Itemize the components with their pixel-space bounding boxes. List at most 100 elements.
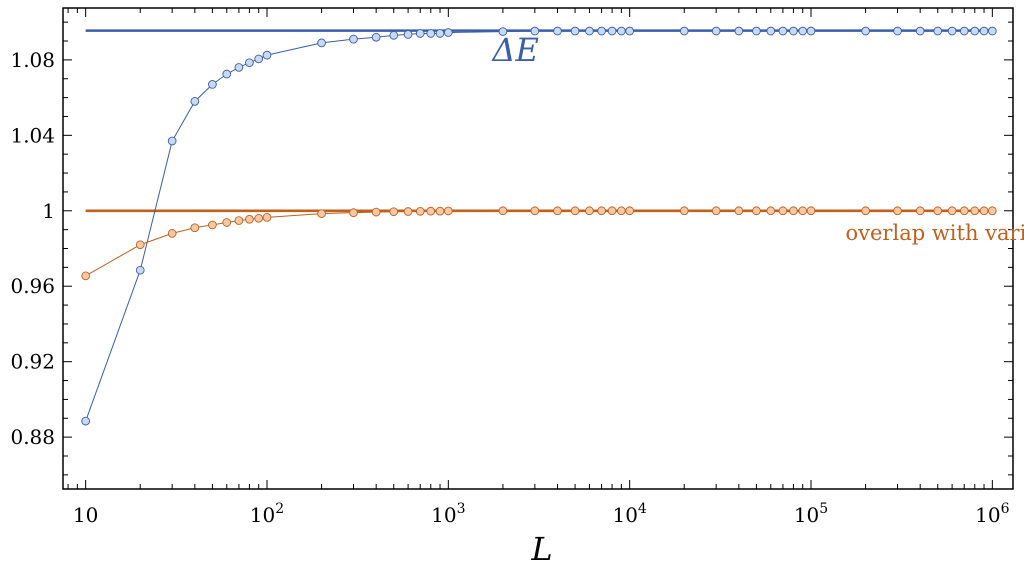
series-0-point bbox=[752, 26, 761, 36]
series-1-point bbox=[190, 223, 200, 233]
series-1-point bbox=[734, 206, 744, 216]
series-1-point bbox=[617, 206, 626, 216]
series-1-point bbox=[208, 220, 217, 230]
series-1-point bbox=[607, 206, 617, 216]
series-layer bbox=[81, 26, 997, 426]
series-0-point bbox=[371, 32, 381, 42]
series-0-point bbox=[585, 26, 594, 36]
series-1-point bbox=[262, 213, 272, 222]
series-0-point bbox=[679, 26, 689, 36]
x-tick-exponent: 3 bbox=[457, 501, 466, 517]
series-1-point bbox=[970, 206, 980, 216]
x-tick-base: 10 bbox=[975, 503, 1000, 527]
series-line-1 bbox=[85, 210, 993, 277]
series-0-point bbox=[208, 80, 217, 89]
x-tick-base: 10 bbox=[612, 503, 637, 527]
x-tick-label: 10 bbox=[73, 503, 98, 527]
series-0-point bbox=[349, 34, 358, 44]
series-0-point bbox=[254, 54, 264, 64]
series-0-point bbox=[597, 26, 606, 36]
plot-frame bbox=[62, 7, 1014, 490]
series-0-point bbox=[570, 26, 580, 36]
series-0-point bbox=[317, 38, 326, 48]
series-0-point bbox=[625, 26, 635, 36]
series-0-point bbox=[766, 26, 776, 36]
series-0-point bbox=[81, 416, 91, 426]
series-0-point bbox=[443, 28, 453, 37]
series-0-point bbox=[617, 26, 626, 36]
series-0-point bbox=[135, 265, 145, 275]
series-1-point bbox=[234, 216, 244, 225]
series-1-point bbox=[222, 218, 232, 227]
series-1-point bbox=[679, 206, 689, 216]
x-tick-base: 10 bbox=[73, 503, 98, 527]
series-1-point bbox=[766, 206, 776, 216]
series-1-point bbox=[979, 206, 989, 216]
annotation-delta-e: ΔE bbox=[490, 31, 538, 69]
series-1-point bbox=[371, 207, 381, 217]
series-1-point bbox=[789, 206, 798, 216]
series-1-point bbox=[933, 206, 943, 216]
series-1-point bbox=[625, 206, 635, 216]
series-1-point bbox=[435, 206, 445, 216]
series-1-point bbox=[585, 206, 594, 216]
series-1-point bbox=[498, 206, 508, 216]
series-0-point bbox=[234, 63, 244, 72]
series-1-point bbox=[403, 207, 413, 216]
series-0-point bbox=[789, 26, 798, 36]
series-0-point bbox=[607, 26, 617, 36]
series-1-point bbox=[530, 206, 540, 216]
series-1-point bbox=[861, 206, 870, 216]
series-1-point bbox=[987, 206, 997, 216]
series-1-point bbox=[317, 209, 326, 218]
x-axis-title: L bbox=[530, 530, 552, 567]
series-1-point bbox=[947, 206, 957, 216]
series-0-point bbox=[711, 26, 721, 36]
series-0-point bbox=[979, 26, 989, 36]
axis-ticks bbox=[63, 8, 1013, 489]
series-0-point bbox=[426, 29, 436, 38]
series-1-point bbox=[443, 206, 453, 216]
series-0-point bbox=[167, 136, 177, 146]
x-tick-base: 10 bbox=[431, 503, 456, 527]
series-1-point bbox=[426, 206, 436, 216]
series-1-point bbox=[81, 271, 91, 281]
series-0-point bbox=[798, 26, 808, 36]
series-0-point bbox=[553, 26, 562, 36]
series-1-point bbox=[570, 206, 580, 216]
x-tick-exponent: 2 bbox=[275, 501, 284, 517]
y-tick-label: 1 bbox=[42, 199, 55, 223]
x-tick-label: 105 bbox=[794, 501, 828, 527]
series-1-point bbox=[778, 206, 788, 216]
x-tick-label: 104 bbox=[612, 501, 646, 527]
series-1-point bbox=[915, 206, 925, 216]
series-1-point bbox=[349, 208, 358, 218]
x-tick-label: 103 bbox=[431, 501, 465, 527]
series-1-point bbox=[959, 206, 969, 216]
y-tick-label: 0.92 bbox=[10, 350, 55, 374]
series-1-point bbox=[415, 206, 425, 216]
series-1-point bbox=[135, 240, 145, 250]
x-tick-base: 10 bbox=[250, 503, 275, 527]
annotation-overlap: overlap with variational Gaussian ansatz bbox=[846, 221, 1024, 245]
series-1-point bbox=[893, 206, 902, 216]
y-tick-label: 0.88 bbox=[10, 425, 55, 449]
series-0-point bbox=[734, 26, 744, 36]
series-0-point bbox=[915, 26, 925, 36]
series-0-point bbox=[222, 69, 232, 79]
series-1-point bbox=[553, 206, 562, 216]
series-0-point bbox=[415, 29, 425, 38]
reference-lines bbox=[85, 29, 993, 213]
series-0-point bbox=[498, 27, 508, 36]
series-1-point bbox=[752, 206, 761, 216]
series-1-point bbox=[798, 206, 808, 216]
x-tick-exponent: 6 bbox=[1001, 501, 1010, 517]
series-0-point bbox=[806, 26, 816, 36]
series-0-point bbox=[262, 50, 272, 60]
y-tick-label: 0.96 bbox=[10, 274, 55, 298]
series-0-point bbox=[403, 30, 413, 39]
series-0-point bbox=[970, 26, 980, 36]
y-tick-label: 1.04 bbox=[10, 123, 55, 147]
